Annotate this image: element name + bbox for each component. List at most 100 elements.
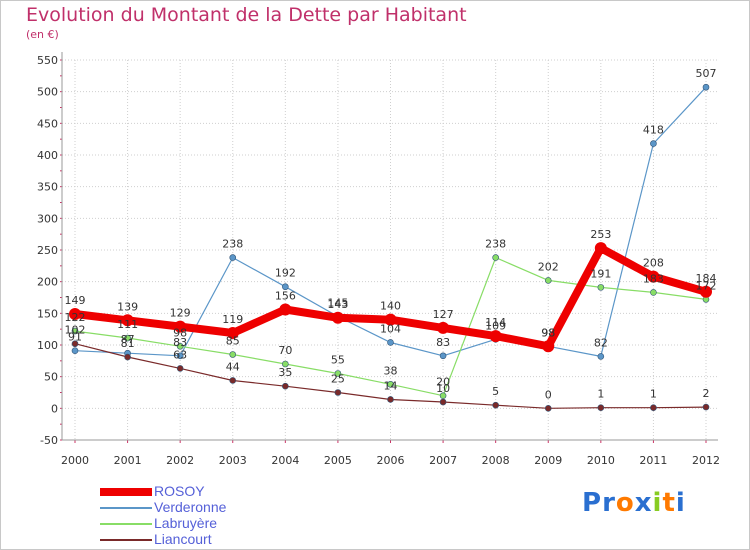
- data-point: [439, 392, 447, 399]
- data-label: 156: [275, 290, 296, 303]
- x-tick-label: 2006: [377, 454, 405, 467]
- data-point: [542, 340, 555, 353]
- data-label: 111: [117, 318, 138, 331]
- data-label: 20: [436, 376, 450, 389]
- data-point: [650, 404, 657, 412]
- data-point: [229, 254, 237, 261]
- data-label: 253: [590, 228, 611, 241]
- logo-letter: o: [615, 488, 635, 518]
- y-tick-label: 0: [51, 402, 58, 415]
- data-label: 0: [545, 388, 552, 401]
- data-point: [124, 334, 131, 342]
- series-lines: [69, 83, 712, 412]
- logo-letter: i: [675, 488, 686, 518]
- data-point: [544, 277, 552, 284]
- y-tick-label: 250: [37, 244, 58, 257]
- chart-title: Evolution du Montant de la Dette par Hab…: [26, 4, 467, 26]
- data-label: 63: [173, 348, 187, 361]
- data-point: [594, 242, 607, 255]
- data-point: [176, 365, 184, 372]
- data-label: 44: [226, 360, 240, 373]
- data-label: 139: [117, 300, 138, 313]
- data-label: 98: [173, 326, 187, 339]
- data-point: [279, 303, 292, 316]
- data-point: [174, 320, 187, 333]
- data-point: [71, 347, 79, 355]
- data-label: 129: [170, 307, 191, 320]
- data-label: 183: [643, 272, 664, 285]
- data-label: 98: [541, 326, 555, 339]
- data-label: 14: [384, 379, 398, 392]
- data-point: [71, 340, 79, 348]
- data-label: 25: [331, 373, 345, 386]
- data-point: [702, 83, 710, 91]
- data-label: 143: [327, 298, 348, 311]
- x-tick-label: 2002: [166, 454, 194, 467]
- data-label: 83: [173, 336, 187, 349]
- x-tick-label: 2009: [534, 454, 562, 467]
- x-tick-label: 2003: [219, 454, 247, 467]
- data-label: 98: [541, 326, 555, 339]
- legend-label: Labruyère: [154, 515, 218, 531]
- data-point: [489, 330, 502, 343]
- data-label: 114: [485, 316, 506, 329]
- x-tick-label: 2004: [271, 454, 299, 467]
- data-label: 119: [222, 313, 243, 326]
- data-label: 140: [380, 300, 401, 313]
- data-point: [492, 401, 499, 409]
- data-point: [387, 339, 394, 346]
- data-point: [176, 342, 184, 350]
- data-point: [176, 352, 184, 360]
- x-tick-label: 2011: [639, 454, 667, 467]
- data-label: 85: [226, 335, 240, 348]
- data-label: 35: [278, 366, 292, 379]
- data-label: 91: [68, 331, 82, 344]
- data-point: [544, 405, 552, 412]
- data-label: 5: [492, 385, 499, 398]
- data-point: [124, 353, 131, 361]
- x-tick-label: 2001: [114, 454, 142, 467]
- data-label: 82: [594, 336, 608, 349]
- data-label: 418: [643, 124, 664, 137]
- logo-letter: t: [662, 488, 676, 518]
- y-tick-label: 150: [37, 307, 58, 320]
- data-point: [229, 377, 237, 384]
- proxiti-logo: Proxiti: [582, 488, 686, 518]
- data-point: [282, 283, 289, 291]
- data-label: 191: [590, 267, 611, 280]
- logo-letter: P: [582, 488, 603, 518]
- legend-swatch: [100, 507, 152, 509]
- data-label: 1: [597, 388, 604, 401]
- data-point: [700, 285, 712, 298]
- data-label: 109: [485, 319, 506, 332]
- data-point: [282, 382, 289, 390]
- data-label: 184: [696, 272, 717, 285]
- x-tick-label: 2005: [324, 454, 352, 467]
- data-label: 2: [703, 387, 710, 400]
- data-label: 10: [436, 382, 450, 395]
- x-tick-label: 2008: [482, 454, 510, 467]
- data-point: [702, 403, 710, 411]
- data-label: 127: [433, 308, 454, 321]
- y-tick-label: 100: [37, 339, 58, 352]
- data-label: 238: [485, 238, 506, 251]
- data-label: 172: [696, 279, 717, 292]
- data-point: [597, 404, 605, 412]
- data-label: 192: [275, 267, 296, 280]
- data-label: 202: [538, 260, 559, 273]
- y-tick-label: 300: [37, 212, 58, 225]
- legend-label: Liancourt: [154, 531, 212, 547]
- data-point: [597, 284, 605, 291]
- y-tick-label: 400: [37, 149, 58, 162]
- legend-swatch: [100, 539, 152, 541]
- y-tick-label: 50: [44, 371, 58, 384]
- logo-letter: i: [652, 488, 663, 518]
- legend-swatch: [100, 488, 152, 496]
- legend-label: Verderonne: [154, 499, 227, 515]
- data-label: 81: [121, 337, 135, 350]
- data-label: 122: [65, 311, 86, 324]
- y-tick-label: 500: [37, 86, 58, 99]
- data-point: [334, 389, 342, 396]
- x-tick-label: 2010: [587, 454, 615, 467]
